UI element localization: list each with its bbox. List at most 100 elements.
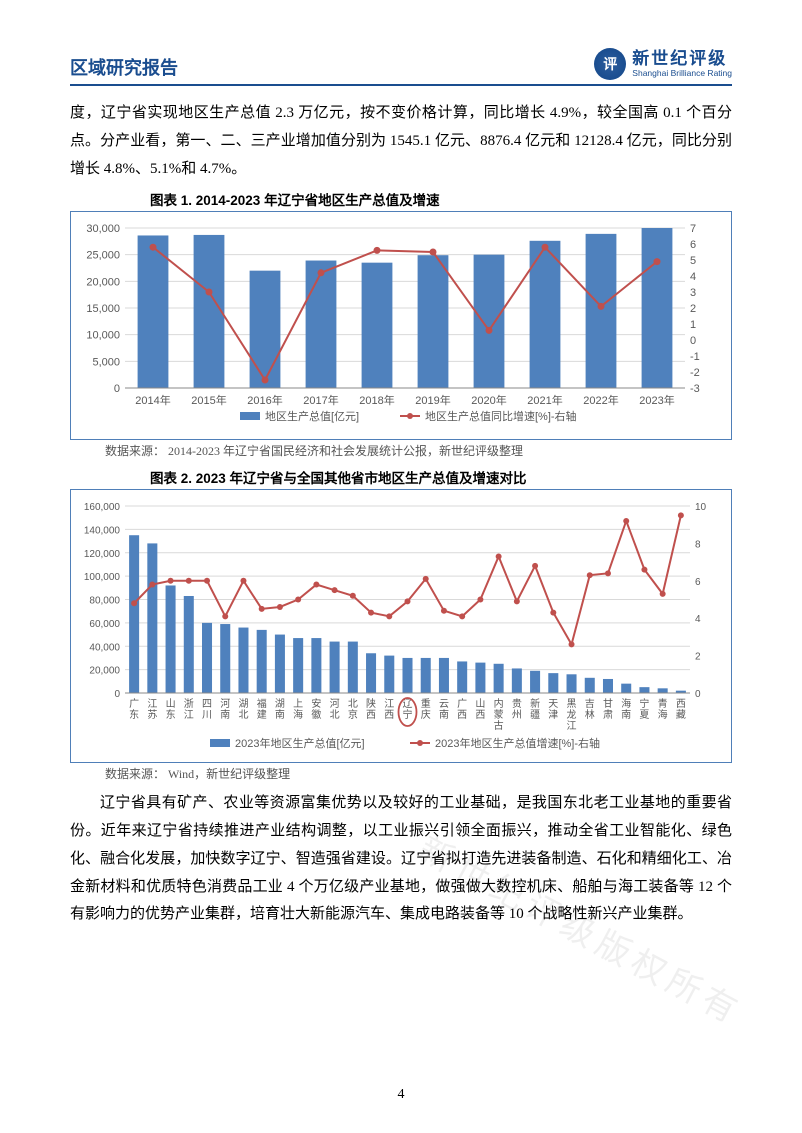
- svg-text:广: 广: [457, 698, 467, 710]
- chart2-svg: 020,00040,00060,00080,000100,000120,0001…: [75, 498, 725, 753]
- svg-text:7: 7: [690, 223, 696, 235]
- svg-text:广: 广: [129, 698, 139, 710]
- svg-text:内: 内: [494, 697, 504, 710]
- svg-text:-2: -2: [690, 367, 700, 379]
- svg-text:2020年: 2020年: [471, 393, 506, 407]
- chart1: 05,00010,00015,00020,00025,00030,000-3-2…: [70, 211, 732, 440]
- svg-text:2018年: 2018年: [359, 393, 394, 407]
- svg-text:宁: 宁: [639, 697, 649, 710]
- svg-text:60,000: 60,000: [89, 619, 120, 630]
- svg-text:6: 6: [695, 577, 701, 588]
- svg-text:地区生产总值同比增速[%]-右轴: 地区生产总值同比增速[%]-右轴: [425, 409, 577, 423]
- paragraph-2: 辽宁省具有矿产、农业等资源富集优势以及较好的工业基础，是我国东北老工业基地的重要…: [70, 790, 732, 929]
- svg-text:苏: 苏: [147, 708, 157, 721]
- svg-text:东: 东: [166, 708, 176, 721]
- svg-text:疆: 疆: [530, 709, 540, 721]
- svg-text:河: 河: [330, 698, 340, 710]
- svg-text:25,000: 25,000: [86, 250, 120, 262]
- svg-text:肃: 肃: [603, 709, 613, 721]
- svg-text:安: 安: [311, 697, 321, 710]
- svg-text:建: 建: [257, 708, 267, 721]
- svg-text:西: 西: [475, 710, 485, 721]
- svg-text:江: 江: [567, 720, 577, 732]
- svg-text:贵: 贵: [512, 697, 522, 710]
- svg-text:5: 5: [690, 255, 696, 267]
- svg-text:40,000: 40,000: [89, 643, 120, 654]
- svg-text:海: 海: [621, 697, 631, 710]
- svg-text:州: 州: [512, 709, 522, 721]
- page-number: 4: [0, 1087, 802, 1103]
- svg-text:黑: 黑: [567, 698, 577, 710]
- svg-text:10,000: 10,000: [86, 330, 120, 342]
- svg-text:吉: 吉: [585, 698, 595, 710]
- svg-text:北: 北: [348, 698, 358, 710]
- chart2: 020,00040,00060,00080,000100,000120,0001…: [70, 489, 732, 763]
- svg-text:上: 上: [293, 698, 303, 710]
- svg-text:江: 江: [184, 709, 194, 721]
- svg-text:160,000: 160,000: [84, 502, 121, 513]
- header-title: 区域研究报告: [70, 54, 178, 80]
- svg-text:10: 10: [695, 502, 707, 513]
- svg-text:南: 南: [275, 708, 285, 721]
- svg-text:2017年: 2017年: [303, 393, 338, 407]
- svg-text:2023年地区生产总值增速[%]-右轴: 2023年地区生产总值增速[%]-右轴: [435, 736, 600, 750]
- chart2-caption: 图表 2. 2023 年辽宁省与全国其他省市地区生产总值及增速对比: [150, 467, 732, 487]
- svg-text:京: 京: [348, 708, 358, 721]
- svg-text:浙: 浙: [184, 698, 194, 710]
- svg-text:南: 南: [439, 708, 449, 721]
- svg-text:福: 福: [257, 697, 267, 710]
- svg-text:-3: -3: [690, 383, 700, 395]
- svg-text:徽: 徽: [311, 708, 321, 721]
- svg-text:0: 0: [690, 335, 696, 347]
- svg-text:-1: -1: [690, 351, 700, 363]
- svg-text:龙: 龙: [567, 708, 577, 721]
- svg-text:河: 河: [220, 698, 230, 710]
- svg-text:津: 津: [548, 709, 558, 721]
- svg-text:100,000: 100,000: [84, 572, 121, 583]
- svg-text:2022年: 2022年: [583, 393, 618, 407]
- svg-text:1: 1: [690, 319, 696, 331]
- svg-text:夏: 夏: [639, 709, 649, 721]
- svg-text:2014年: 2014年: [135, 393, 170, 407]
- svg-text:西: 西: [384, 710, 394, 721]
- svg-text:林: 林: [585, 708, 595, 721]
- paragraph-1: 度，辽宁省实现地区生产总值 2.3 万亿元，按不变价格计算，同比增长 4.9%，…: [70, 100, 732, 183]
- svg-text:2016年: 2016年: [247, 393, 282, 407]
- svg-text:陕: 陕: [366, 697, 376, 710]
- svg-text:云: 云: [439, 699, 449, 710]
- svg-text:30,000: 30,000: [86, 223, 120, 235]
- svg-text:西: 西: [457, 710, 467, 721]
- svg-text:0: 0: [114, 689, 120, 700]
- svg-text:2023年: 2023年: [639, 393, 674, 407]
- svg-text:15,000: 15,000: [86, 303, 120, 315]
- svg-text:2: 2: [690, 303, 696, 315]
- logo-icon: 评: [594, 48, 626, 80]
- svg-text:6: 6: [690, 239, 696, 251]
- svg-text:重: 重: [421, 697, 431, 710]
- svg-text:海: 海: [658, 708, 668, 721]
- svg-text:海: 海: [293, 708, 303, 721]
- svg-text:2023年地区生产总值[亿元]: 2023年地区生产总值[亿元]: [235, 736, 365, 750]
- svg-text:古: 古: [494, 719, 504, 732]
- svg-text:20,000: 20,000: [89, 666, 120, 677]
- svg-text:蒙: 蒙: [494, 708, 504, 721]
- svg-text:藏: 藏: [676, 709, 686, 721]
- svg-text:8: 8: [695, 540, 701, 551]
- page-header: 区域研究报告 评 新世纪评级 Shanghai Brilliance Ratin…: [70, 48, 732, 86]
- svg-text:湖: 湖: [238, 698, 248, 710]
- svg-text:南: 南: [220, 708, 230, 721]
- svg-text:东: 东: [129, 708, 139, 721]
- svg-text:地区生产总值[亿元]: 地区生产总值[亿元]: [265, 409, 359, 423]
- svg-text:0: 0: [695, 689, 701, 700]
- svg-text:西: 西: [676, 699, 686, 710]
- svg-text:新: 新: [530, 697, 540, 710]
- svg-text:120,000: 120,000: [84, 549, 121, 560]
- svg-text:4: 4: [690, 271, 696, 283]
- svg-text:青: 青: [658, 697, 668, 710]
- svg-text:2021年: 2021年: [527, 393, 562, 407]
- svg-text:天: 天: [548, 699, 558, 710]
- svg-text:南: 南: [621, 708, 631, 721]
- svg-text:0: 0: [114, 383, 120, 395]
- svg-text:庆: 庆: [421, 708, 431, 721]
- svg-text:川: 川: [202, 710, 212, 721]
